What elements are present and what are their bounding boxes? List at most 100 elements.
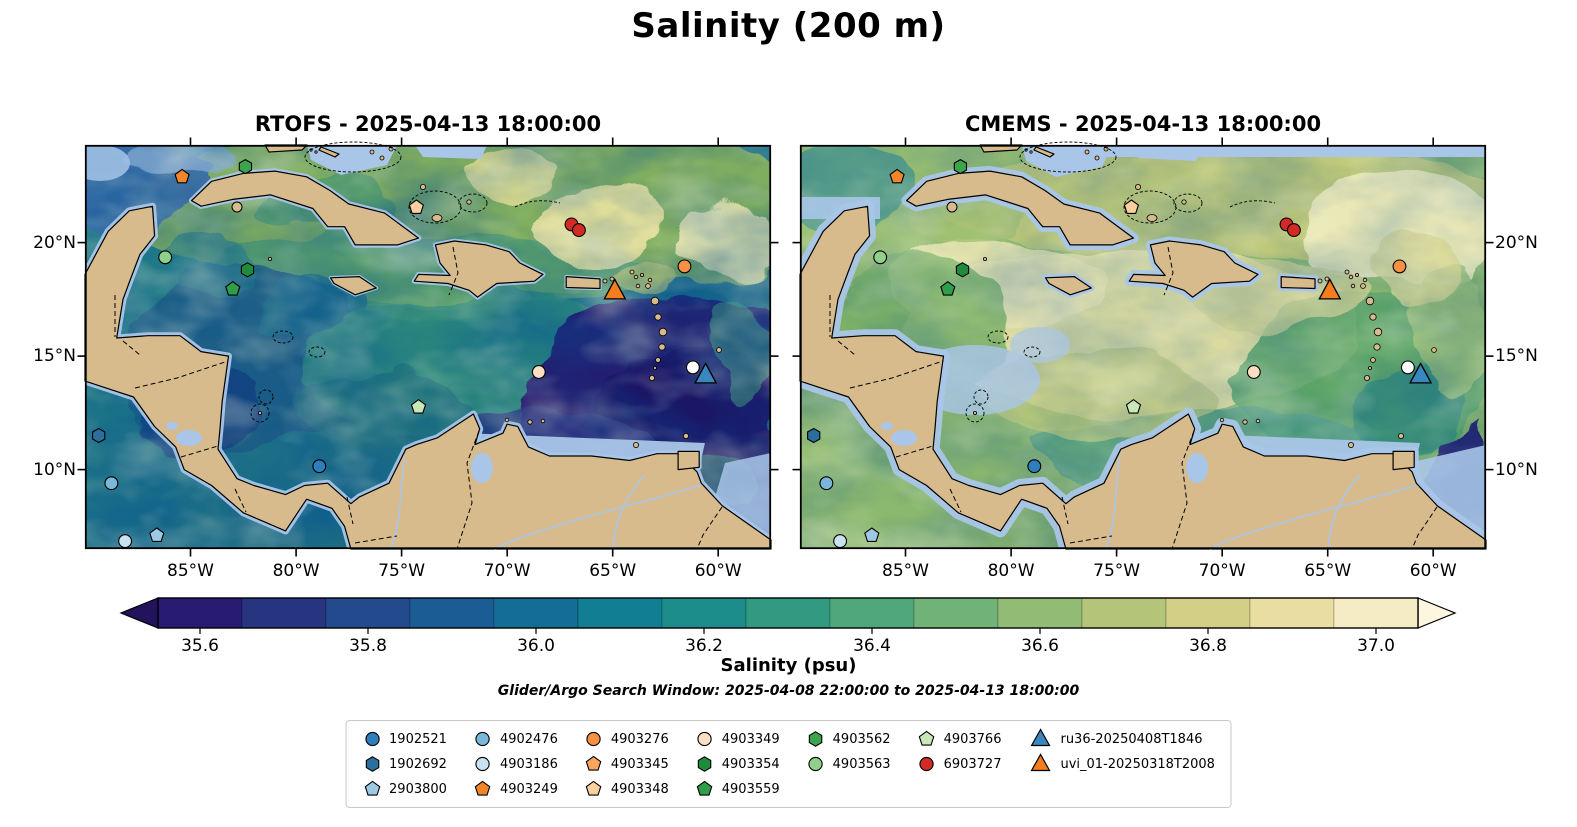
legend-label: 6903727 (943, 756, 1002, 772)
marker-4903766 (410, 399, 427, 414)
small-island (1365, 296, 1375, 306)
small-island (466, 199, 472, 205)
island-cuba (191, 170, 420, 246)
bahamas-island (318, 146, 340, 158)
small-island (1029, 150, 1033, 154)
small-island (658, 327, 668, 337)
small-island (314, 150, 318, 154)
lat-tick-label: 15°N (1495, 346, 1538, 367)
triangle-marker-icon (1030, 753, 1051, 772)
small-island (1364, 374, 1371, 381)
legend-entry-4903348: 4903348 (584, 778, 669, 800)
small-island (1242, 419, 1248, 425)
circle-marker-icon (475, 756, 491, 772)
marker-6903727 (571, 223, 586, 238)
small-island (1317, 278, 1323, 284)
map-panel-rtofs (77, 137, 779, 557)
legend-entry-4903345: 4903345 (584, 753, 669, 775)
legend-label: 4903186 (499, 756, 558, 772)
circle-marker-icon (808, 756, 823, 772)
colorbar-segment (745, 597, 831, 629)
small-island (633, 274, 639, 280)
marker-position (685, 360, 700, 375)
legend-entry-4903354: 4903354 (695, 753, 780, 775)
marker-4903354 (240, 262, 255, 278)
lon-tick-label: 60°W (1409, 561, 1457, 581)
island-great-inagua (431, 214, 443, 222)
small-island (1373, 343, 1381, 351)
small-island (655, 357, 661, 363)
colorbar-label: Salinity (psu) (720, 655, 857, 676)
legend-column: 4903349 4903354 4903559 (695, 728, 780, 800)
colorbar-tick-label: 36.4 (853, 636, 891, 656)
lake-nicaragua (891, 430, 917, 446)
small-island (267, 257, 272, 262)
land-layer (799, 144, 1487, 550)
bahamas-island (1033, 146, 1055, 158)
lake-managua (166, 422, 178, 430)
island-puerto-rico (565, 276, 601, 290)
circle-marker-icon (697, 731, 712, 747)
legend-label: 4903276 (610, 731, 669, 747)
legend-label: 4903562 (832, 731, 891, 747)
lon-tick-label: 85°W (882, 561, 929, 581)
small-island (540, 418, 546, 424)
marker-4902476 (104, 476, 119, 491)
marker-4903559 (225, 281, 241, 296)
small-island (1219, 417, 1225, 423)
lon-tick-label: 70°W (1198, 561, 1246, 581)
colorbar-tick-label: 35.8 (349, 636, 387, 656)
lat-tick-label: 20°N (33, 232, 76, 253)
colorbar-segment (661, 597, 747, 629)
small-island (1344, 269, 1350, 275)
marker-4903559 (940, 281, 956, 296)
small-island (1324, 276, 1330, 282)
small-island (645, 283, 651, 289)
legend-entry-4903349: 4903349 (695, 728, 780, 750)
marker-4903276 (1392, 259, 1407, 274)
river (1105, 456, 1121, 550)
pentagon-marker-icon (586, 755, 602, 771)
small-island (658, 343, 666, 351)
marker-4903562 (953, 158, 968, 175)
colorbar-segment (325, 597, 411, 629)
observation-markers (807, 158, 1433, 549)
country-borders (829, 246, 1438, 550)
pentagon-marker-icon (918, 730, 935, 746)
bank-outlines (965, 141, 1276, 423)
legend-label: 4903559 (721, 781, 780, 797)
hexagon-marker-icon (365, 756, 379, 772)
marker-ru36-20250408T1846 (694, 362, 718, 384)
lon-tick-label: 85°W (167, 561, 214, 581)
lat-tick-label: 20°N (1495, 232, 1538, 253)
lake-nicaragua (176, 430, 202, 446)
lon-tick-label: 70°W (483, 561, 531, 581)
small-island (1370, 357, 1376, 363)
small-island (640, 272, 645, 277)
small-island (257, 410, 262, 415)
marker-4903348 (408, 199, 425, 214)
colorbar-segment (1249, 597, 1335, 629)
small-island (369, 149, 375, 155)
small-island (633, 441, 640, 448)
colorbar-segment (493, 597, 579, 629)
legend-entry-4903186: 4903186 (473, 753, 558, 775)
legend-entry-4903276: 4903276 (584, 728, 669, 750)
marker-4903349 (1246, 365, 1261, 379)
legend-entry-4903559: 4903559 (695, 778, 780, 800)
marker-4903186 (833, 534, 848, 549)
legend-entry-ru36-20250408T1846: ru36-20250408T1846 (1027, 728, 1214, 750)
lat-tick-label: 10°N (33, 459, 76, 480)
observation-markers (92, 158, 718, 549)
small-island (1255, 418, 1261, 424)
island-jamaica (329, 276, 377, 296)
legend-entry-1902521: 1902521 (362, 728, 447, 750)
marker-4902476 (819, 476, 834, 491)
island-jamaica (1044, 276, 1092, 296)
marker-4903562 (238, 158, 253, 175)
small-island (1084, 149, 1090, 155)
marker-4903766 (1125, 399, 1142, 414)
colorbar-segment (409, 597, 495, 629)
legend-column: ru36-20250408T1846 uvi_01-20250318T2008 (1027, 728, 1215, 775)
country-borders (114, 246, 723, 550)
